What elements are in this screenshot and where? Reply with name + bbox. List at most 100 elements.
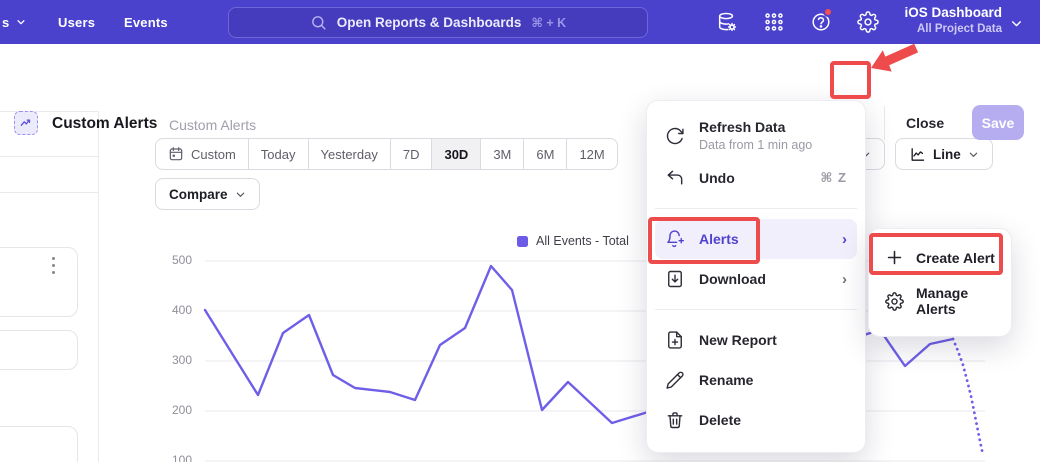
compare-label: Compare: [169, 187, 228, 202]
y-axis-tick: 500: [158, 253, 192, 267]
y-axis-tick: 300: [158, 353, 192, 367]
sidebar-card[interactable]: [0, 247, 78, 317]
y-axis-tick: 200: [158, 403, 192, 417]
more-options-menu: Refresh Data Data from 1 min ago Undo ⌘ …: [646, 100, 866, 453]
compare-button[interactable]: Compare: [155, 178, 260, 210]
breadcrumb[interactable]: Custom Alerts: [169, 117, 256, 133]
nav-label: Events: [124, 15, 168, 30]
legend-label: All Events - Total: [536, 234, 629, 248]
sidebar-divider: [0, 192, 98, 193]
bell-plus-icon: [665, 229, 685, 249]
menu-item-label: New Report: [699, 332, 777, 348]
chevron-right-icon: ›: [842, 271, 847, 288]
range-30d[interactable]: 30D: [431, 139, 480, 169]
chart-legend[interactable]: All Events - Total: [517, 234, 629, 248]
app-window: 500 400 300 200 100 All Events - Total C…: [0, 0, 1040, 462]
menu-item-alerts[interactable]: Alerts ›: [655, 219, 857, 259]
notification-badge: [823, 7, 833, 17]
menu-item-delete[interactable]: Delete: [655, 400, 857, 440]
menu-item-rename[interactable]: Rename: [655, 360, 857, 400]
project-selector[interactable]: iOS Dashboard All Project Data: [880, 5, 1002, 36]
search-input[interactable]: Open Reports & Dashboards ⌘ + K: [228, 7, 648, 38]
menu-divider: [655, 309, 857, 310]
range-6m[interactable]: 6M: [523, 139, 566, 169]
search-placeholder: Open Reports & Dashboards: [337, 15, 522, 30]
nav-item-users[interactable]: Users: [58, 0, 95, 44]
close-button[interactable]: Close: [906, 115, 944, 131]
range-label: 7D: [403, 147, 420, 162]
range-label: 30D: [444, 147, 468, 162]
sidebar-edge-divider: [98, 111, 99, 462]
gear-icon: [885, 292, 904, 311]
chevron-down-icon: [16, 17, 26, 27]
sidebar-card[interactable]: [0, 426, 78, 462]
sidebar-divider: [0, 156, 98, 157]
apps-grid-icon: [763, 11, 785, 33]
range-label: Custom: [191, 147, 236, 162]
menu-item-label: Download: [699, 271, 766, 287]
project-scope: All Project Data: [880, 22, 1002, 36]
chart-type-button[interactable]: Line: [895, 138, 993, 170]
save-button[interactable]: Save: [972, 105, 1024, 140]
menu-item-label: Refresh Data: [699, 119, 812, 135]
search-shortcut: ⌘ + K: [531, 15, 566, 30]
y-axis-tick: 100: [158, 453, 192, 462]
menu-divider: [655, 208, 857, 209]
sidebar-card[interactable]: [0, 330, 78, 370]
submenu-item-label: Create Alert: [916, 250, 995, 266]
range-custom[interactable]: Custom: [156, 139, 248, 169]
kebab-menu-icon[interactable]: [52, 257, 55, 274]
range-3m[interactable]: 3M: [480, 139, 523, 169]
chevron-down-icon: [968, 149, 979, 160]
range-today[interactable]: Today: [248, 139, 308, 169]
download-icon: [665, 269, 685, 289]
alerts-submenu: Create Alert Manage Alerts: [868, 228, 1012, 337]
y-axis-tick: 400: [158, 303, 192, 317]
apps-grid-button[interactable]: [763, 11, 785, 33]
menu-item-new-report[interactable]: New Report: [655, 320, 857, 360]
range-7d[interactable]: 7D: [390, 139, 432, 169]
nav-label: s: [2, 15, 9, 30]
menu-item-shortcut: ⌘ Z: [820, 170, 847, 186]
menu-item-label: Undo: [699, 170, 735, 186]
settings-icon: [857, 11, 879, 33]
trash-icon: [665, 410, 685, 430]
range-label: 12M: [579, 147, 604, 162]
chevron-down-icon[interactable]: [1010, 17, 1023, 30]
refresh-icon: [665, 126, 685, 146]
file-plus-icon: [665, 330, 685, 350]
menu-item-download[interactable]: Download ›: [655, 259, 857, 299]
settings-button[interactable]: [857, 11, 879, 33]
line-chart-icon: [909, 146, 926, 163]
data-management-icon: [716, 11, 738, 33]
chart-type-label: Line: [933, 147, 961, 162]
submenu-item-create-alert[interactable]: Create Alert: [879, 239, 1001, 276]
top-navbar: s Users Events Open Reports & Dashboards…: [0, 0, 1040, 44]
range-12m[interactable]: 12M: [566, 139, 616, 169]
project-name: iOS Dashboard: [880, 5, 1002, 22]
range-label: 3M: [493, 147, 511, 162]
header-divider: [884, 106, 885, 140]
menu-item-label: Rename: [699, 372, 753, 388]
data-management-button[interactable]: [716, 11, 738, 33]
plus-icon: [885, 248, 904, 267]
board-chart-icon: [14, 111, 38, 135]
range-label: Yesterday: [321, 147, 378, 162]
report-header: ‹ Custom Alerts Custom Alerts GV Duplica…: [0, 44, 1040, 110]
menu-item-undo[interactable]: Undo ⌘ Z: [655, 158, 857, 198]
menu-item-subtitle: Data from 1 min ago: [699, 138, 812, 152]
menu-item-refresh-data[interactable]: Refresh Data Data from 1 min ago: [655, 113, 857, 158]
pencil-icon: [665, 370, 685, 390]
menu-item-label: Delete: [699, 412, 741, 428]
undo-icon: [665, 168, 685, 188]
range-label: 6M: [536, 147, 554, 162]
legend-swatch: [517, 236, 528, 247]
date-range-selector: Custom Today Yesterday 7D 30D 3M 6M 12M: [155, 138, 618, 170]
range-yesterday[interactable]: Yesterday: [308, 139, 390, 169]
nav-item-events[interactable]: Events: [124, 0, 168, 44]
chevron-down-icon: [235, 189, 246, 200]
nav-item-partial[interactable]: s: [2, 0, 26, 44]
nav-label: Users: [58, 15, 95, 30]
calendar-icon: [168, 146, 184, 162]
submenu-item-manage-alerts[interactable]: Manage Alerts: [879, 276, 1001, 326]
